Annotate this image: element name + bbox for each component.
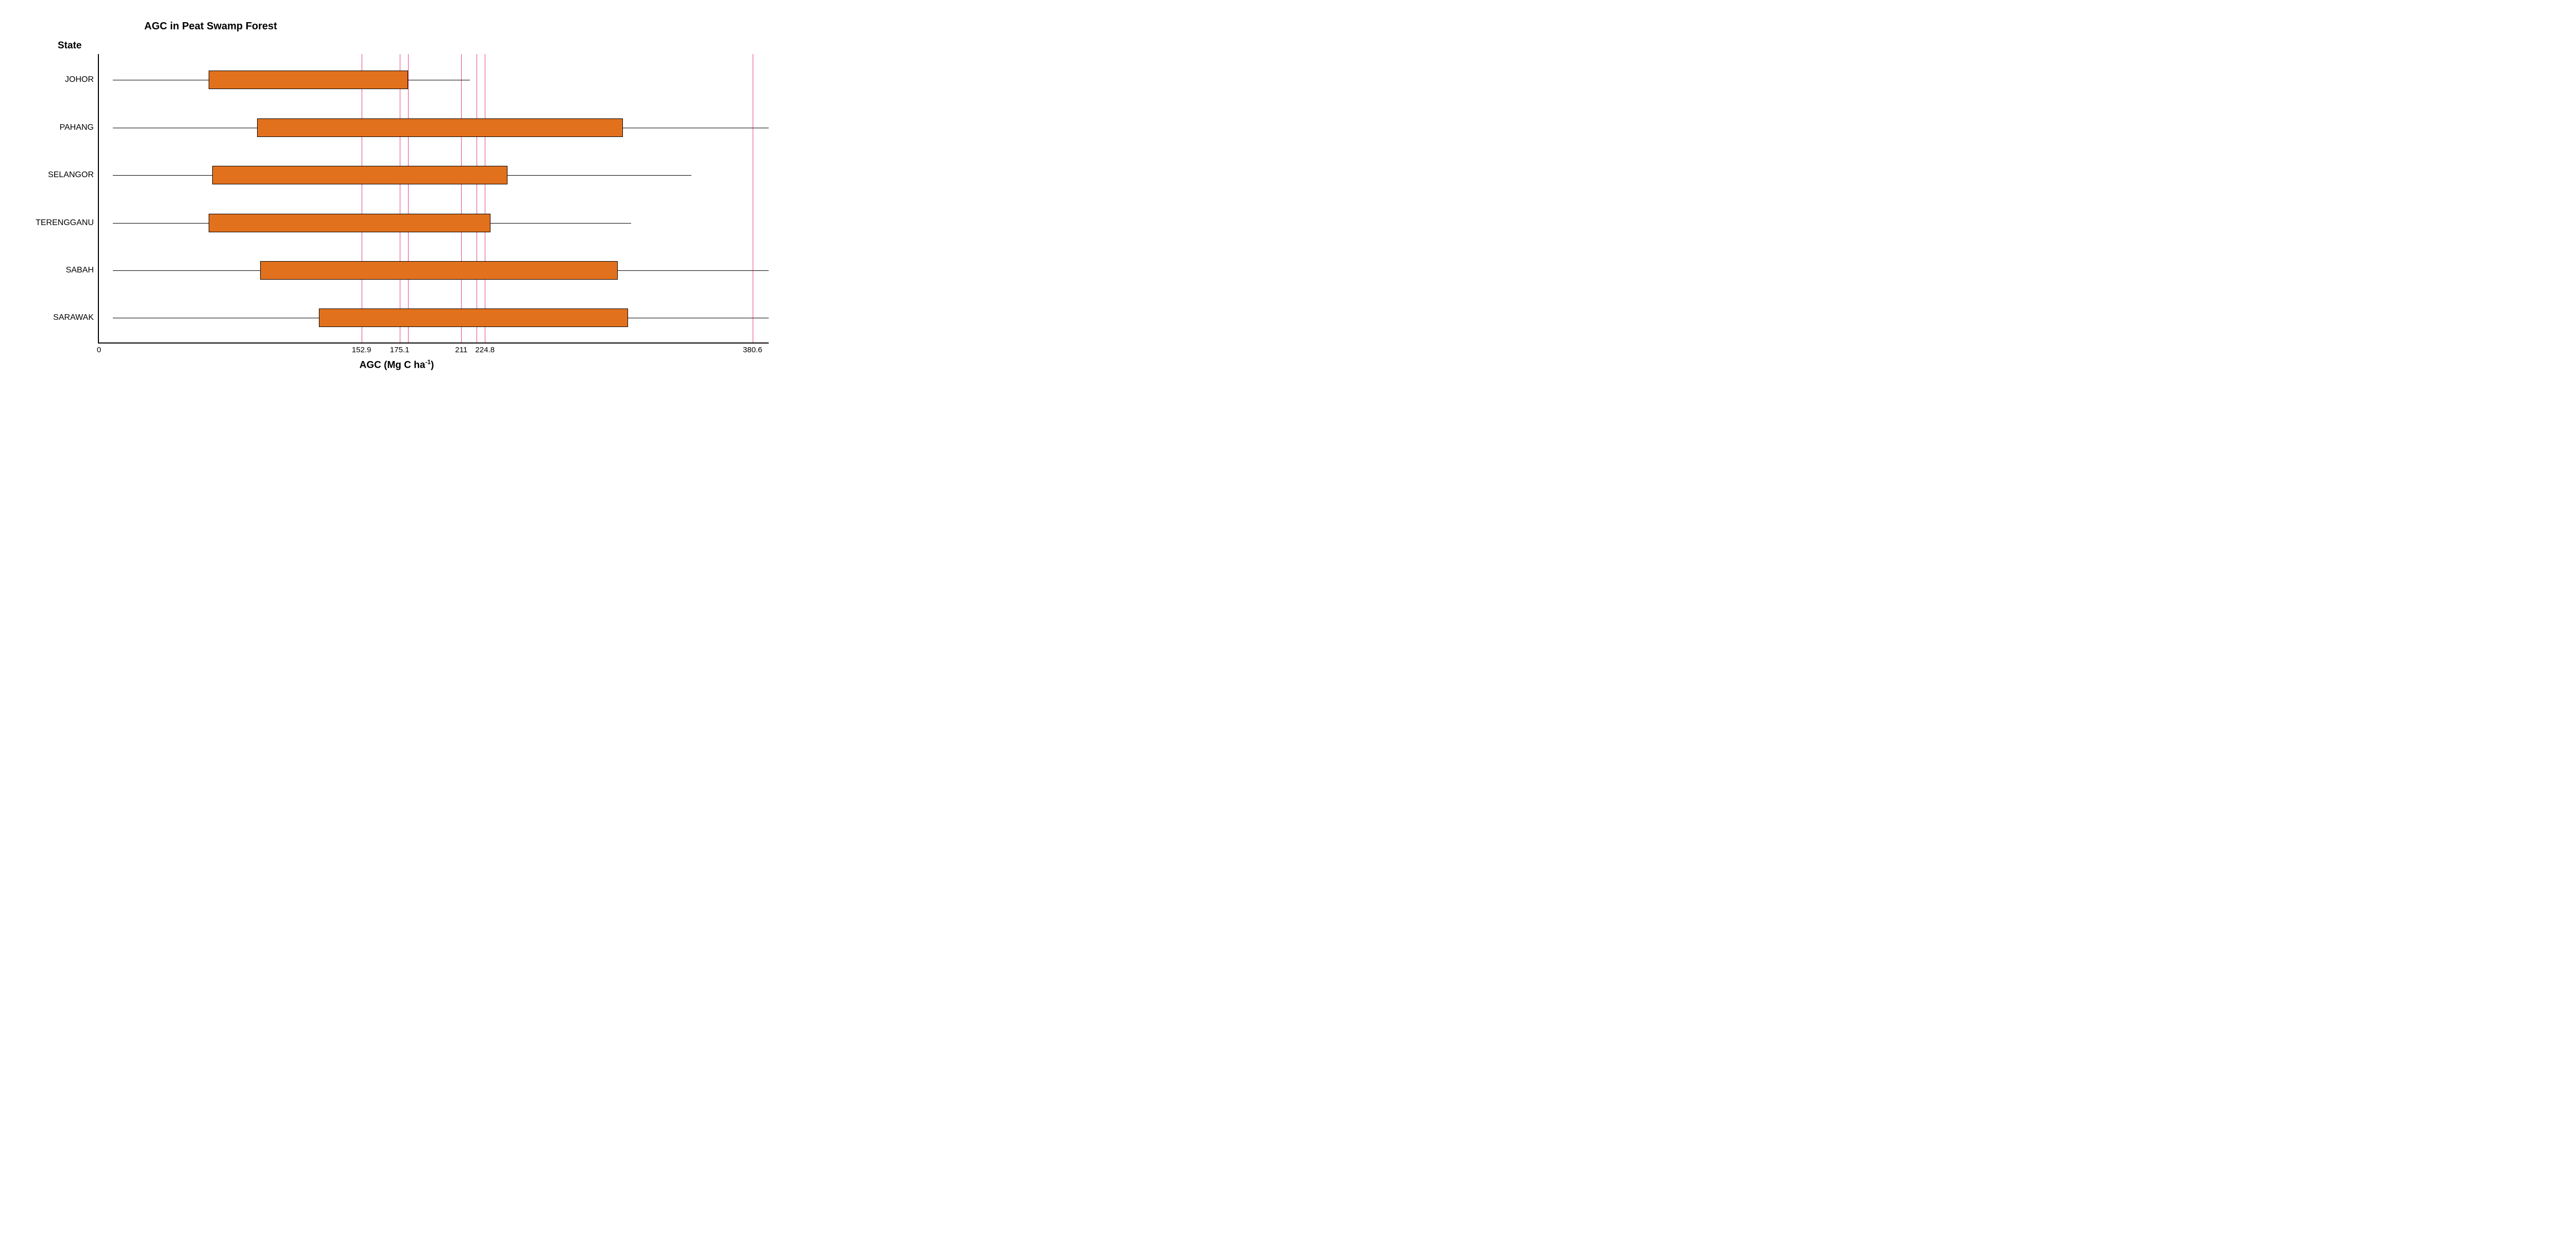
x-tick-label: 0	[97, 346, 101, 354]
box	[260, 261, 617, 280]
x-axis-title-suffix: )	[431, 359, 434, 370]
x-axis-title-sup: -1	[425, 358, 431, 366]
boxplot-row: PAHANG	[99, 118, 769, 137]
category-label: TERENGGANU	[36, 218, 94, 228]
category-label: SELANGOR	[48, 170, 94, 180]
category-label: JOHOR	[65, 75, 94, 84]
y-axis-title: State	[58, 40, 81, 52]
plot-area: 0152.9175.1211224.8380.6JOHORPAHANGSELAN…	[98, 54, 769, 344]
boxplot-row: SABAH	[99, 261, 769, 280]
boxplot-row: TERENGGANU	[99, 214, 769, 232]
x-axis-title: AGC (Mg C ha-1)	[21, 358, 773, 371]
box	[257, 118, 623, 137]
box	[209, 71, 408, 89]
ref-line	[461, 54, 462, 342]
category-label: SARAWAK	[53, 313, 94, 322]
boxplot-row: JOHOR	[99, 71, 769, 89]
x-tick-label: 175.1	[390, 346, 410, 354]
box	[319, 308, 628, 327]
boxplot-row: SARAWAK	[99, 308, 769, 327]
boxplot-row: SELANGOR	[99, 166, 769, 184]
ref-line	[408, 54, 409, 342]
box	[212, 166, 507, 184]
box	[209, 214, 490, 232]
x-tick-label: 211	[455, 346, 467, 354]
x-tick-label: 224.8	[476, 346, 495, 354]
x-tick-label: 380.6	[743, 346, 762, 354]
chart-container: AGC in Peat Swamp Forest State 0 152.9 175…	[21, 21, 773, 371]
category-label: SABAH	[66, 266, 94, 275]
x-axis-title-prefix: AGC (Mg C ha	[360, 359, 426, 370]
category-label: PAHANG	[60, 123, 94, 132]
chart-title: AGC in Peat Swamp Forest	[144, 21, 277, 32]
x-tick-label: 152.9	[352, 346, 371, 354]
